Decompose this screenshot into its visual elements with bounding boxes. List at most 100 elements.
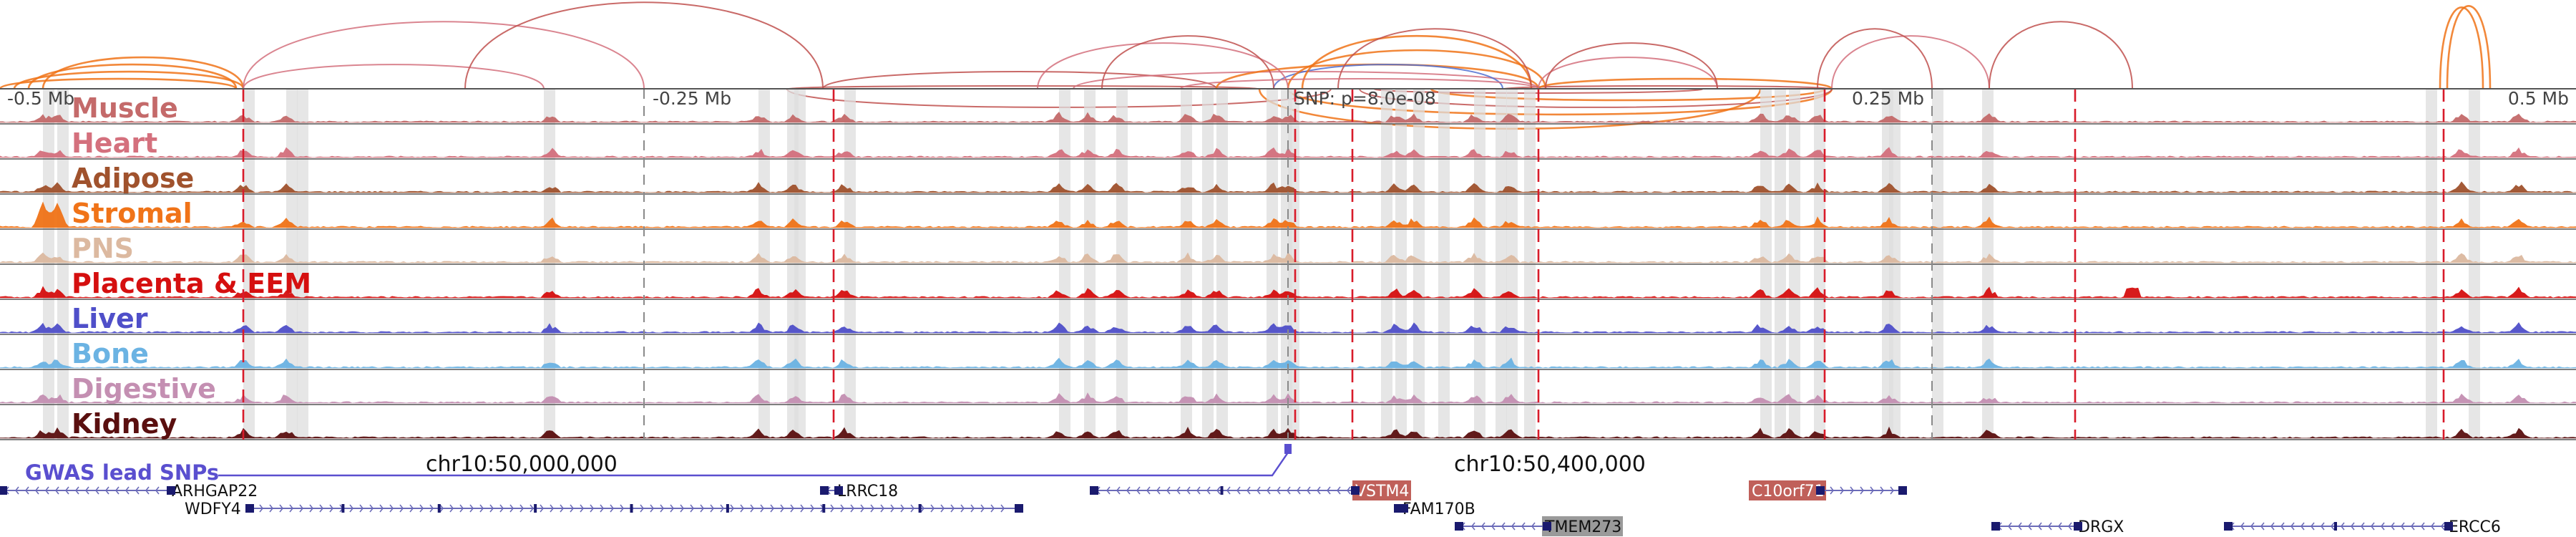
gene-exon	[834, 486, 843, 495]
gene-label-drgx: DRGX	[2078, 518, 2124, 536]
gene-strand-arrow	[2320, 522, 2325, 531]
interaction-arc	[1502, 85, 1833, 90]
track-label-digestive: Digestive	[72, 373, 216, 405]
gene-strand-arrow	[259, 504, 264, 513]
gene-exon	[1898, 486, 1907, 495]
gene-strand-arrow	[1000, 504, 1005, 513]
gene-strand-arrow	[570, 504, 575, 513]
coordinate-label-50400000: chr10:50,400,000	[1454, 452, 1646, 477]
gene-strand-arrow	[1830, 486, 1835, 495]
gene-strand-arrow	[1136, 486, 1141, 495]
gene-strand-arrow	[2290, 522, 2295, 531]
gene-strand-arrow	[2430, 522, 2435, 531]
distance-axis: -0.5 Mb -0.25 Mb SNP: p=8.0e-08 0.25 Mb …	[7, 88, 2569, 109]
gene-exon	[1351, 486, 1360, 495]
gene-strand-arrow	[269, 504, 274, 513]
gene-strand-arrow	[519, 504, 525, 513]
gene-strand-arrow	[720, 504, 725, 513]
gwas-snp-marker	[1284, 444, 1292, 454]
highlight-lines	[0, 88, 2576, 440]
track-labels: Muscle Heart Adipose Stromal PNS Placent…	[72, 92, 311, 440]
interaction-arc	[1301, 35, 1533, 90]
interaction-arc	[1545, 42, 1718, 90]
gene-exon	[245, 504, 254, 513]
peak-highlight-bands	[43, 89, 2480, 440]
interaction-arcs	[0, 1, 2492, 130]
gene-label-box	[1749, 480, 1826, 500]
gene-strand-arrow	[389, 504, 394, 513]
gene-strand-arrow	[2370, 522, 2375, 531]
track-label-muscle: Muscle	[72, 92, 178, 124]
interaction-arc	[786, 85, 1260, 90]
gene-strand-arrow	[379, 504, 384, 513]
gene-strand-arrow	[1126, 486, 1131, 495]
gene-exon	[1015, 504, 1023, 513]
gene-label-vstm4: VSTM4	[1355, 483, 1409, 500]
gene-exon	[1543, 522, 1551, 531]
gene-strand-arrow	[1106, 486, 1111, 495]
gene-strand-arrow	[1176, 486, 1181, 495]
gene-strand-arrow	[479, 504, 484, 513]
gene-strand-arrow	[960, 504, 965, 513]
gene-strand-arrow	[2027, 522, 2032, 531]
gene-strand-arrow	[2330, 522, 2335, 531]
gene-strand-arrow	[1286, 486, 1291, 495]
interaction-arc	[464, 1, 824, 90]
gene-strand-arrow	[329, 504, 334, 513]
gene-strand-arrow	[54, 486, 59, 495]
gene-strand-arrow	[309, 504, 314, 513]
gene-strand-arrow	[1501, 522, 1506, 531]
signal-track-5	[0, 286, 2576, 299]
gene-strand-arrow	[780, 504, 785, 513]
gene-strand-arrow	[1206, 486, 1211, 495]
gene-strand-arrow	[580, 504, 585, 513]
gwas-connector-line	[218, 452, 1289, 477]
gene-strand-arrow	[289, 504, 294, 513]
interaction-arc	[1287, 88, 1833, 116]
gene-strand-arrow	[830, 504, 835, 513]
gene-exon	[1455, 522, 1463, 531]
gene-strand-arrow	[920, 504, 925, 513]
gene-strand-arrow	[125, 486, 130, 495]
gene-strand-arrow	[1521, 522, 1526, 531]
gene-strand-arrow	[419, 504, 424, 513]
track-label-adipose: Adipose	[72, 163, 194, 194]
gene-strand-arrow	[2280, 522, 2285, 531]
gene-strand-arrow	[2310, 522, 2315, 531]
gene-strand-arrow	[690, 504, 695, 513]
gene-strand-arrow	[509, 504, 514, 513]
gene-strand-arrow	[74, 486, 79, 495]
gene-strand-arrow	[359, 504, 364, 513]
gene-strand-arrow	[900, 504, 905, 513]
gene-strand-arrow	[299, 504, 304, 513]
gene-strand-arrow	[84, 486, 89, 495]
gene-label-fam170b: FAM170B	[1402, 500, 1475, 518]
interaction-arc	[1989, 21, 2133, 90]
gene-exon	[1090, 486, 1098, 495]
gene-strand-arrow	[399, 504, 404, 513]
gene-strand-arrow	[2037, 522, 2042, 531]
gene-strand-arrow	[1326, 486, 1331, 495]
gene-strand-arrow	[1336, 486, 1341, 495]
gene-strand-arrow	[14, 486, 19, 495]
gene-exon	[2224, 522, 2233, 531]
gene-strand-arrow	[600, 504, 605, 513]
gene-strand-arrow	[940, 504, 945, 513]
gene-strand-arrow	[680, 504, 685, 513]
interaction-arc	[1430, 87, 1826, 102]
gene-exon	[2334, 522, 2337, 531]
gene-strand-arrow	[2057, 522, 2062, 531]
gene-strand-arrow	[64, 486, 69, 495]
gene-strand-arrow	[810, 504, 815, 513]
gene-strand-arrow	[880, 504, 885, 513]
gene-strand-arrow	[1166, 486, 1171, 495]
gene-strand-arrow	[590, 504, 595, 513]
gene-strand-arrow	[840, 504, 845, 513]
interaction-arc	[1287, 49, 1547, 90]
gene-strand-arrow	[104, 486, 109, 495]
gene-strand-arrow	[800, 504, 805, 513]
gene-strand-arrow	[459, 504, 464, 513]
gene-track: ARHGAP22 LRRC18 VSTM4 C10orf71 WDFY4 FAM…	[0, 480, 2501, 536]
gene-exon	[1220, 486, 1224, 495]
